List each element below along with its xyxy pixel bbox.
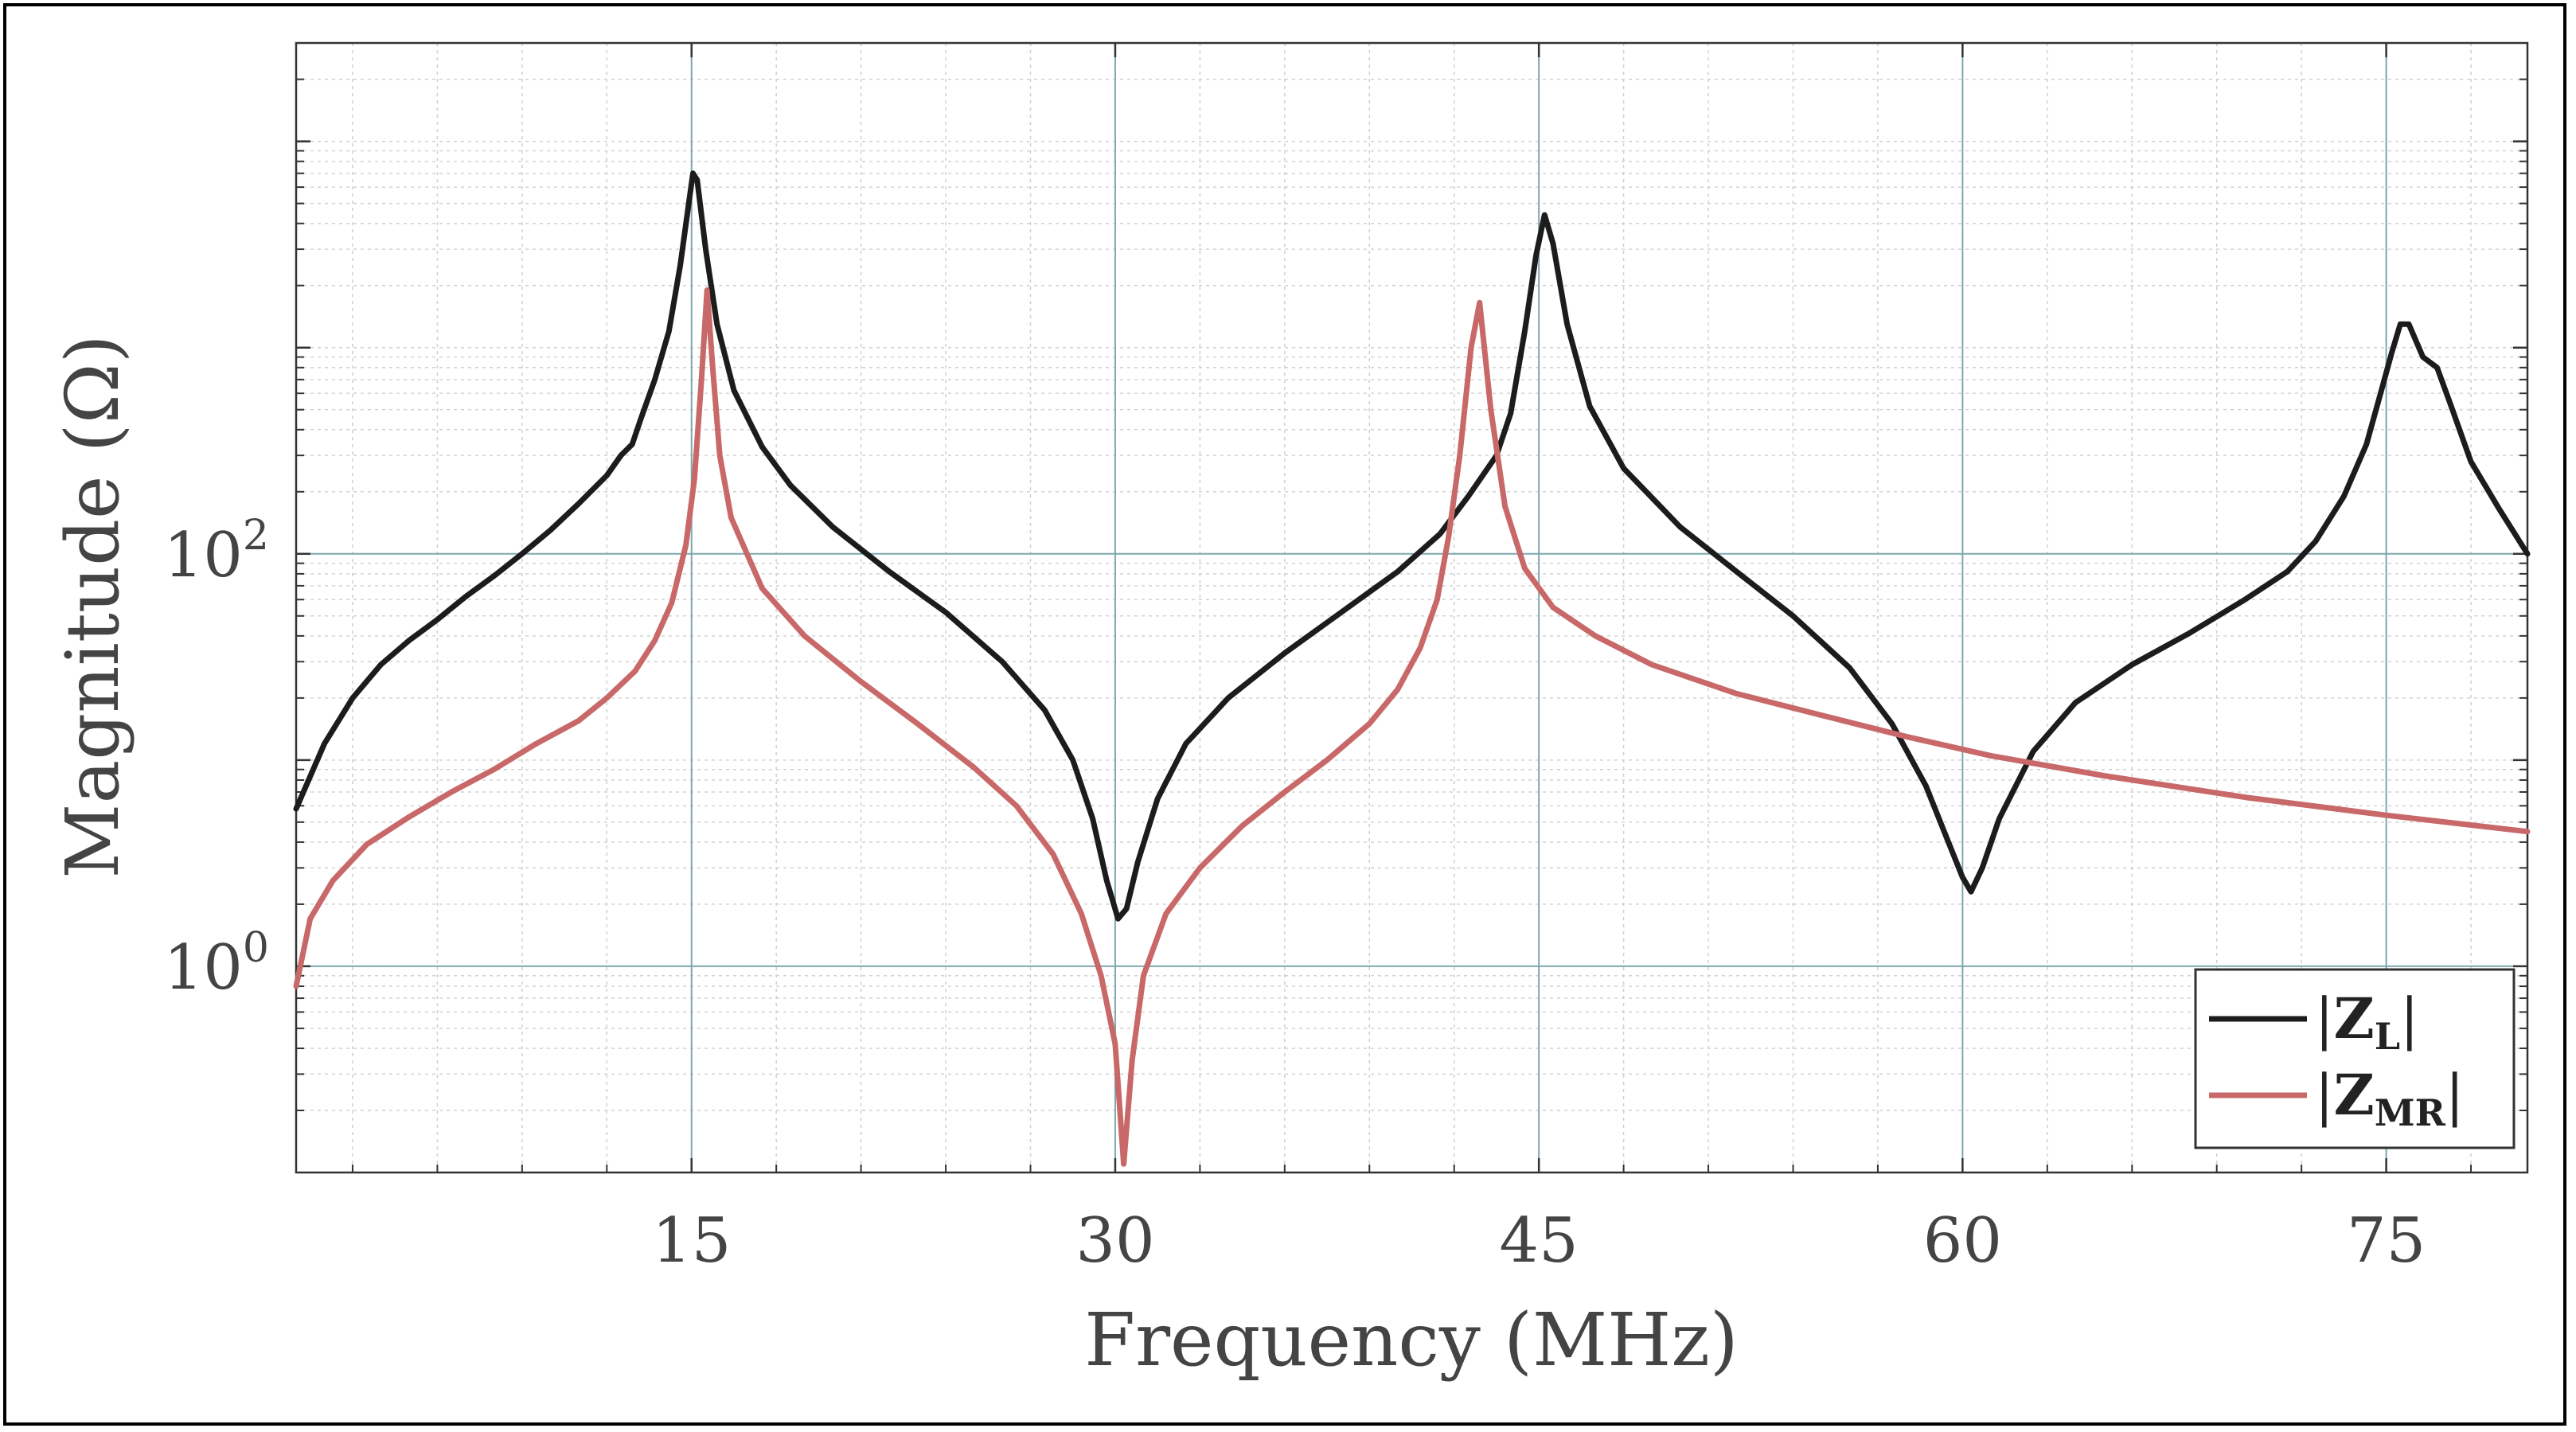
series-layer [293, 170, 2531, 1167]
x-tick-label: 45 [1500, 1205, 1579, 1277]
y-axis-title: Magnitude (Ω) [50, 334, 135, 879]
legend-box [2194, 968, 2516, 1149]
y-tick-label: 102 [164, 512, 269, 591]
x-tick-label: 15 [652, 1205, 731, 1277]
y-tick-labels: 100 102 [164, 512, 269, 1004]
legend-label: |ZMR| [2315, 1062, 2464, 1134]
series-line-z-l [293, 170, 2531, 922]
x-tick-labels: 15 30 45 60 75 [652, 1205, 2426, 1277]
legend: |ZL||ZMR| [2194, 968, 2516, 1149]
major-grid [296, 43, 2527, 1173]
y-tick-label: 100 [164, 924, 269, 1004]
minor-grid [296, 43, 2527, 1173]
figure-frame [3, 3, 2566, 1426]
x-tick-label: 30 [1075, 1205, 1154, 1277]
x-axis-title: Frequency (MHz) [1084, 1297, 1739, 1383]
series-line-z-mr [293, 287, 2531, 1167]
axis-ticks [296, 43, 2527, 1173]
x-tick-label: 60 [1923, 1205, 2002, 1277]
legend-label: |ZL| [2315, 985, 2419, 1058]
plot-area-border [295, 41, 2529, 1174]
x-tick-label: 75 [2347, 1205, 2426, 1277]
